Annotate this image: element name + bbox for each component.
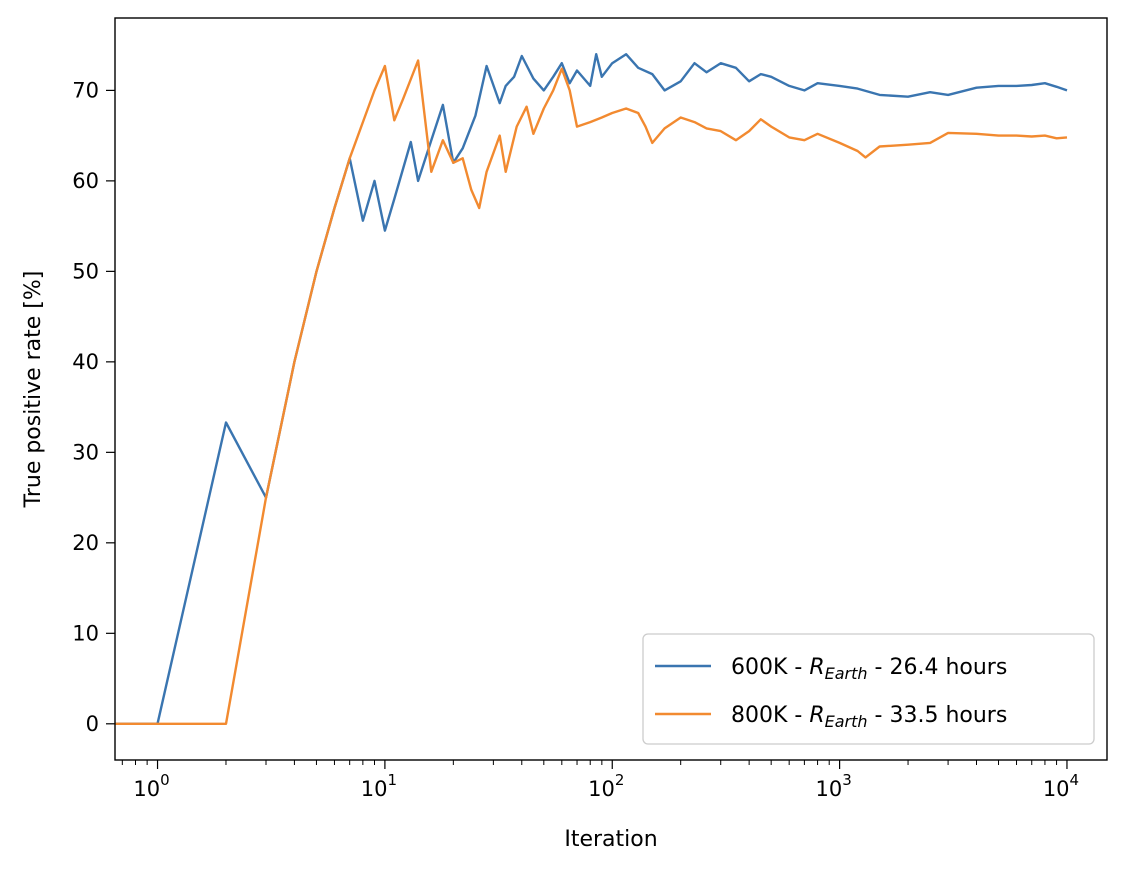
x-tick-exponent: 1 bbox=[387, 771, 397, 789]
y-tick-label: 20 bbox=[72, 531, 99, 555]
legend-label: 600K - REarth - 26.4 hours bbox=[731, 655, 1007, 683]
legend-box bbox=[642, 633, 1095, 745]
y-axis: 0 10 20 30 40 50 60 70 bbox=[72, 78, 115, 736]
x-tick-base: 10 bbox=[588, 777, 615, 801]
y-tick-label: 60 bbox=[72, 169, 99, 193]
y-tick-label: 10 bbox=[72, 621, 99, 645]
x-tick-label: 103 bbox=[815, 771, 851, 801]
y-tick-label: 30 bbox=[72, 440, 99, 464]
x-tick-label: 100 bbox=[133, 771, 169, 801]
legend: 600K - REarth - 26.4 hours 800K - REarth … bbox=[642, 633, 1095, 745]
x-tick-base: 10 bbox=[1043, 777, 1070, 801]
x-tick-exponent: 3 bbox=[842, 771, 852, 789]
y-axis-label: True positive rate [%] bbox=[21, 271, 46, 509]
x-axis-label: Iteration bbox=[564, 827, 657, 852]
y-tick-label: 50 bbox=[72, 259, 99, 283]
legend-label: 800K - REarth - 33.5 hours bbox=[731, 703, 1007, 731]
axes-frame bbox=[114, 17, 1108, 761]
y-tick-label: 0 bbox=[86, 712, 99, 736]
series-line-2 bbox=[115, 59, 1068, 725]
x-tick-label: 101 bbox=[361, 771, 397, 801]
series-line-1 bbox=[115, 53, 1068, 725]
x-tick-base: 10 bbox=[361, 777, 388, 801]
x-tick-base: 10 bbox=[133, 777, 160, 801]
x-tick-label: 102 bbox=[588, 771, 624, 801]
y-tick-label: 40 bbox=[72, 350, 99, 374]
x-axis: 100 101 102 103 104 bbox=[121, 760, 1079, 801]
x-tick-exponent: 0 bbox=[160, 771, 170, 789]
x-tick-base: 10 bbox=[815, 777, 842, 801]
x-tick-exponent: 2 bbox=[615, 771, 625, 789]
y-tick-label: 70 bbox=[72, 78, 99, 102]
series-layer bbox=[115, 53, 1068, 725]
x-tick-label: 104 bbox=[1043, 771, 1079, 801]
x-tick-exponent: 4 bbox=[1070, 771, 1080, 789]
